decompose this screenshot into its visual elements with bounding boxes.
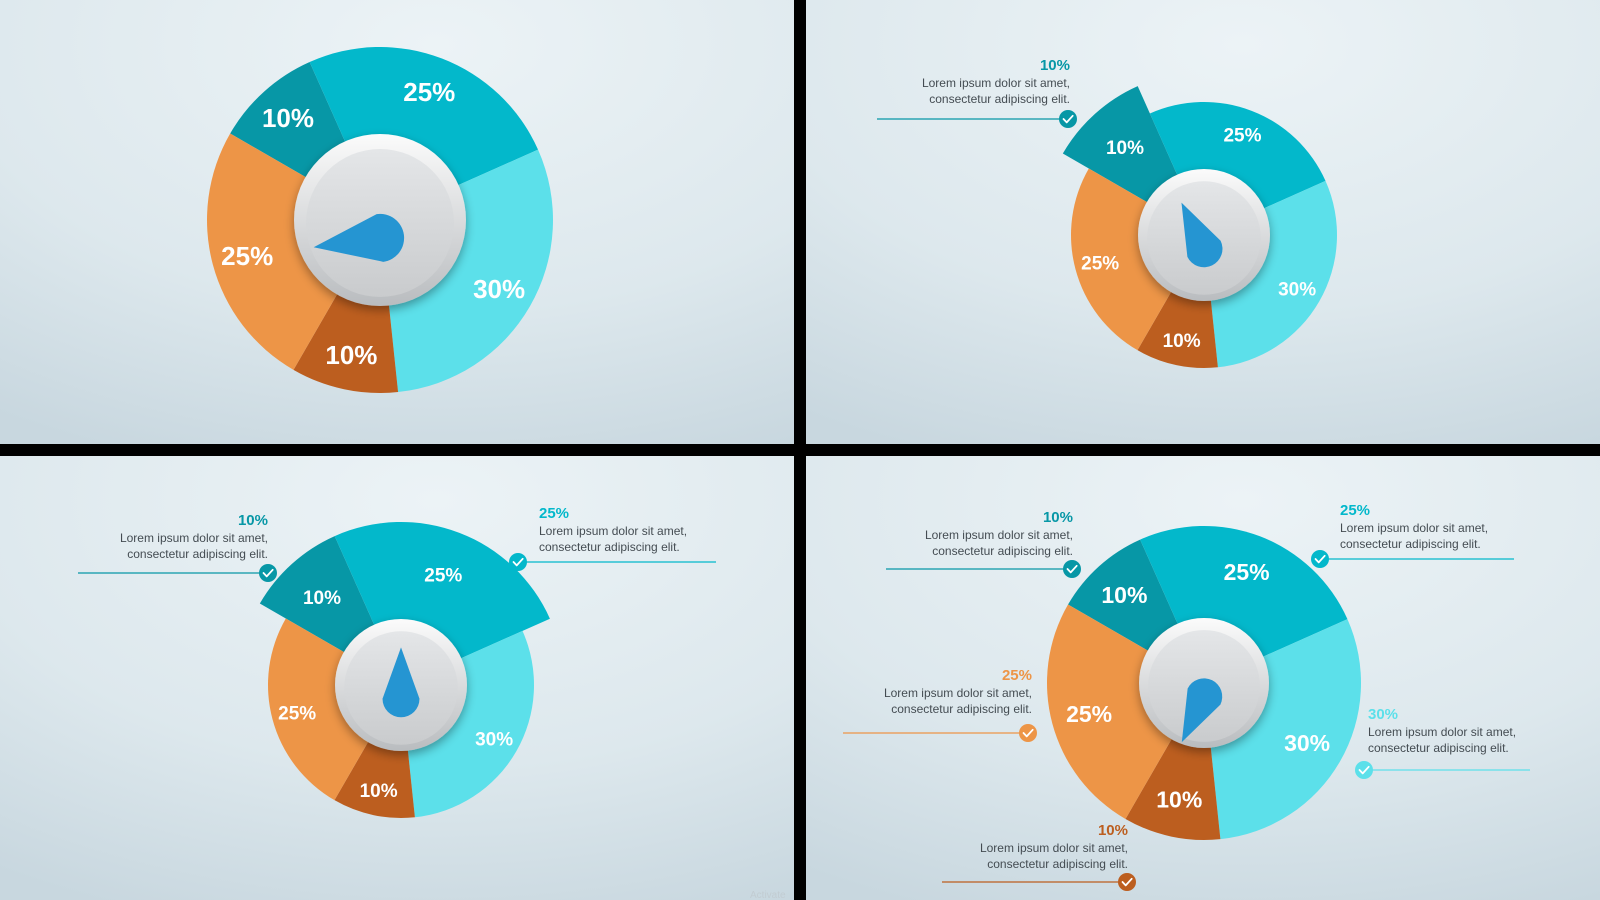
callout-text-line-2: consectetur adipiscing elit.: [1368, 741, 1509, 755]
check-icon: [1311, 550, 1329, 568]
slice-label: 30%: [1284, 730, 1330, 756]
callout-percent: 25%: [1340, 502, 1370, 519]
slice-label: 10%: [262, 103, 314, 133]
callout-text-line-2: consectetur adipiscing elit.: [987, 857, 1128, 871]
slice-label: 25%: [1066, 701, 1112, 727]
pie-slice: [1046, 604, 1204, 819]
callout-text-line-1: Lorem ipsum dolor sit amet,: [539, 524, 687, 538]
callout: 10% Lorem ipsum dolor sit amet, consectetu…: [942, 822, 1136, 891]
slice-label: 10%: [325, 340, 377, 370]
pie-slice: [207, 133, 380, 370]
slice-label: 25%: [221, 241, 273, 271]
slice-label: 10%: [360, 781, 398, 802]
pie-slice: [268, 618, 401, 801]
callout-percent: 10%: [1098, 822, 1128, 839]
slice-label: 10%: [1106, 138, 1144, 159]
callout-text-line-2: consectetur adipiscing elit.: [929, 92, 1070, 106]
slice-label: 25%: [403, 77, 455, 107]
chart-panel-top-left: 10% 25% 30% 10% 25%: [0, 0, 794, 444]
callout-text-line-1: Lorem ipsum dolor sit amet,: [980, 841, 1128, 855]
callout-text-line-2: consectetur adipiscing elit.: [932, 544, 1073, 558]
callout-text-line-1: Lorem ipsum dolor sit amet,: [120, 531, 268, 545]
chart-panel-top-right: 10% 25% 30% 10% 25% 10% Lorem ipsum dolor sit …: [806, 0, 1600, 444]
chart-panel-bottom-right: 10% 25% 30% 10% 25% 10% Lorem ipsum dolor sit …: [806, 456, 1600, 900]
slice-label: 25%: [1224, 559, 1270, 585]
dial-needle-icon: [1181, 202, 1223, 268]
callout-text-line-2: consectetur adipiscing elit.: [539, 540, 680, 554]
dial-needle-icon: [382, 647, 420, 718]
callout: 10% Lorem ipsum dolor sit amet, consectetu…: [886, 509, 1081, 578]
check-mark: [262, 568, 274, 578]
callout: 25% Lorem ipsum dolor sit amet, consectetu…: [1311, 502, 1514, 568]
chart-panel-bottom-left: 10% 25% 30% 10% 25% 10% Lorem ipsum dolor sit …: [0, 456, 794, 900]
dial-needle-icon: [1181, 678, 1223, 743]
slice-label: 10%: [1163, 331, 1201, 352]
callout: 30% Lorem ipsum dolor sit amet, consectetu…: [1355, 706, 1530, 779]
check-mark: [1314, 554, 1326, 564]
check-mark: [1062, 114, 1074, 124]
callout: 10% Lorem ipsum dolor sit amet, consectetu…: [78, 512, 277, 582]
slice-label: 10%: [1156, 787, 1202, 813]
slice-label: 10%: [303, 588, 341, 609]
check-icon: [509, 553, 527, 571]
pie-slice: [1071, 168, 1204, 351]
callout-percent: 25%: [1002, 667, 1032, 684]
check-icon: [1118, 873, 1136, 891]
check-mark: [1358, 765, 1370, 775]
slice-label: 25%: [1223, 126, 1261, 147]
callout-percent: 10%: [1040, 57, 1070, 74]
callout-percent: 10%: [1043, 509, 1073, 526]
callout-text-line-2: consectetur adipiscing elit.: [127, 547, 268, 561]
slice-label: 10%: [1101, 582, 1147, 608]
watermark-text: Activate: [750, 890, 786, 900]
callout: 25% Lorem ipsum dolor sit amet, consectetu…: [843, 667, 1037, 742]
callout-text-line-2: consectetur adipiscing elit.: [1340, 537, 1481, 551]
callout-text-line-1: Lorem ipsum dolor sit amet,: [1340, 521, 1488, 535]
dial-needle-icon: [313, 213, 405, 262]
check-icon: [1063, 560, 1081, 578]
slice-label: 25%: [424, 566, 462, 587]
callout-text-line-2: consectetur adipiscing elit.: [891, 702, 1032, 716]
callout-text-line-1: Lorem ipsum dolor sit amet,: [925, 528, 1073, 542]
callout-percent: 30%: [1368, 706, 1398, 723]
callout-percent: 10%: [238, 512, 268, 529]
slice-label: 30%: [475, 730, 513, 751]
slice-label: 25%: [278, 704, 316, 725]
check-mark: [512, 557, 524, 567]
check-mark: [1121, 877, 1133, 887]
check-icon: [1059, 110, 1077, 128]
callout-percent: 25%: [539, 505, 569, 522]
callout: 10% Lorem ipsum dolor sit amet, consectetu…: [877, 57, 1077, 128]
callout-text-line-1: Lorem ipsum dolor sit amet,: [1368, 725, 1516, 739]
check-icon: [259, 564, 277, 582]
slice-label: 30%: [473, 274, 525, 304]
slice-label: 30%: [1278, 280, 1316, 301]
check-mark: [1022, 728, 1034, 738]
check-icon: [1355, 761, 1373, 779]
callout: 25% Lorem ipsum dolor sit amet, consectetu…: [509, 505, 716, 571]
callout-text-line-1: Lorem ipsum dolor sit amet,: [922, 76, 1070, 90]
check-mark: [1066, 564, 1078, 574]
callout-text-line-1: Lorem ipsum dolor sit amet,: [884, 686, 1032, 700]
slice-label: 25%: [1081, 254, 1119, 275]
check-icon: [1019, 724, 1037, 742]
